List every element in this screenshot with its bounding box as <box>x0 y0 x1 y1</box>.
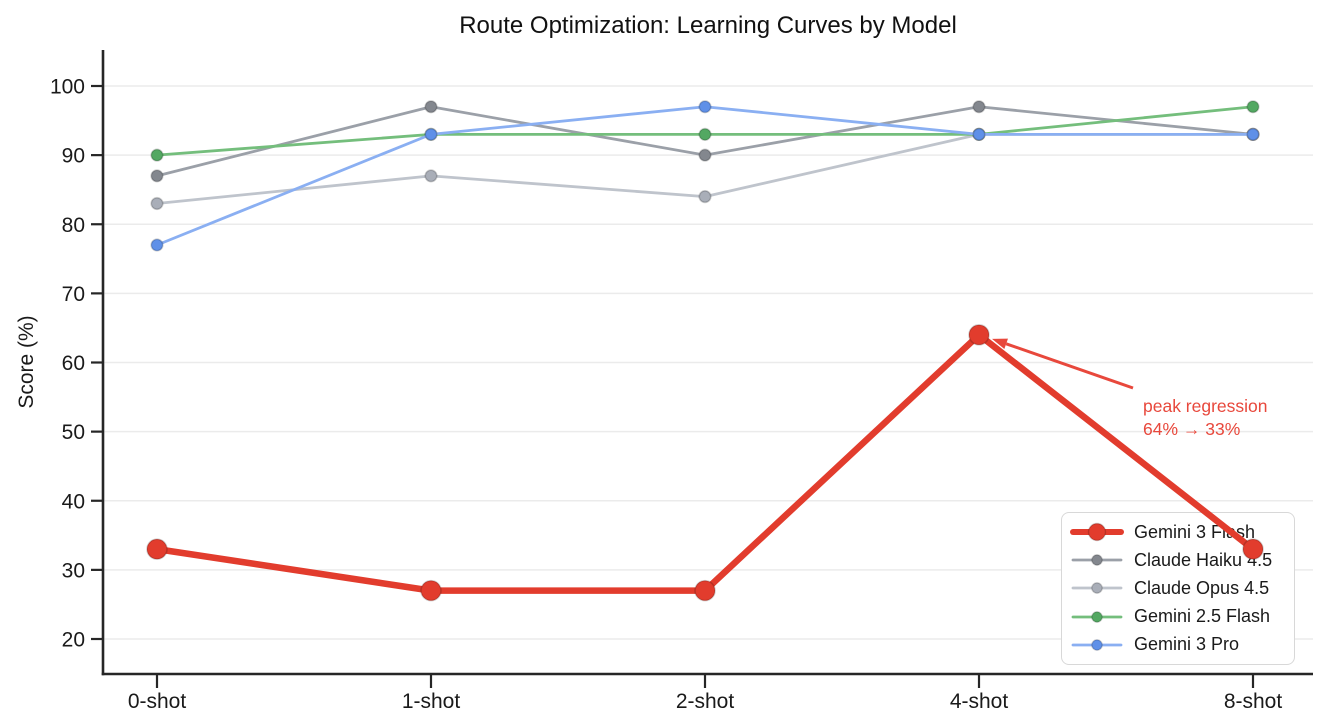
y-tick-label: 20 <box>62 629 85 652</box>
data-point-claude-haiku-4-5 <box>424 100 438 114</box>
y-tick-label: 60 <box>62 352 85 375</box>
legend-sample-claude-haiku-4-5 <box>1071 554 1123 567</box>
legend-marker-sample <box>1091 554 1103 567</box>
y-tick-label: 80 <box>62 214 85 237</box>
x-tick-label: 1-shot <box>402 690 461 713</box>
annotation-line1: peak regression <box>1143 396 1268 416</box>
data-point-gemini-2-5-flash <box>424 127 438 141</box>
data-point-gemini-2-5-flash <box>150 148 164 162</box>
data-point-claude-opus-4-5 <box>1246 127 1260 141</box>
legend-label: Gemini 3 Flash <box>1134 521 1256 542</box>
legend-item-claude-opus-4-5: Claude Opus 4.5 <box>1070 577 1286 599</box>
x-tick-label: 8-shot <box>1224 690 1283 713</box>
x-tick-label: 4-shot <box>950 690 1009 713</box>
data-point-gemini-3-flash <box>146 538 168 560</box>
chart-title: Route Optimization: Learning Curves by M… <box>459 12 957 39</box>
legend-item-gemini-2-5-flash: Gemini 2.5 Flash <box>1070 606 1286 628</box>
x-tick-label: 0-shot <box>128 690 187 713</box>
data-point-claude-haiku-4-5 <box>972 100 986 114</box>
series-line-claude-haiku-4-5 <box>155 105 1255 178</box>
data-point-gemini-2-5-flash <box>698 127 712 141</box>
data-point-claude-opus-4-5 <box>972 127 986 141</box>
y-tick-label: 70 <box>62 283 85 306</box>
legend-sample-gemini-3-flash <box>1070 522 1124 542</box>
annotation-arrowhead <box>992 338 1008 349</box>
data-point-gemini-3-flash <box>968 324 990 346</box>
y-tick-label: 50 <box>62 421 85 444</box>
data-point-gemini-3-pro <box>424 127 438 141</box>
annotation-arrow-shaft <box>1005 342 1134 390</box>
legend-item-gemini-3-pro: Gemini 3 Pro <box>1070 634 1286 656</box>
data-point-claude-haiku-4-5 <box>1246 127 1260 141</box>
legend-item-claude-haiku-4-5: Claude Haiku 4.5 <box>1070 549 1286 571</box>
data-point-gemini-3-pro <box>150 238 164 252</box>
series-line-gemini-3-pro <box>155 105 1255 247</box>
data-point-claude-opus-4-5 <box>424 169 438 183</box>
legend-marker-sample <box>1091 638 1103 651</box>
data-point-gemini-3-pro <box>972 127 986 141</box>
legend-item-gemini-3-flash: Gemini 3 Flash <box>1070 521 1286 543</box>
y-tick-label: 100 <box>50 76 85 99</box>
annotation: peak regression 64% → 33% <box>1143 395 1268 441</box>
legend-sample-claude-opus-4-5 <box>1071 582 1123 595</box>
legend-label: Claude Haiku 4.5 <box>1134 549 1273 570</box>
data-point-claude-haiku-4-5 <box>150 169 164 183</box>
data-point-gemini-2-5-flash <box>972 127 986 141</box>
data-point-gemini-2-5-flash <box>1246 100 1260 114</box>
x-tick-label: 2-shot <box>676 690 735 713</box>
data-point-claude-haiku-4-5 <box>698 148 712 162</box>
y-tick-label: 90 <box>62 145 85 168</box>
y-tick-label: 30 <box>62 559 85 582</box>
legend-label: Claude Opus 4.5 <box>1134 577 1270 598</box>
series-line-claude-opus-4-5 <box>155 132 1255 205</box>
data-point-claude-opus-4-5 <box>698 190 712 204</box>
series-line-gemini-2-5-flash <box>155 105 1255 157</box>
legend-sample-gemini-3-pro <box>1071 638 1123 651</box>
legend-marker-sample <box>1091 610 1103 623</box>
y-tick-label: 40 <box>62 490 85 513</box>
legend-marker-sample <box>1087 522 1107 542</box>
legend-marker-sample <box>1091 582 1103 595</box>
legend-sample-gemini-2-5-flash <box>1071 610 1123 623</box>
legend: Gemini 3 Flash Claude Haiku 4.5 Claude Opu… <box>1061 512 1295 665</box>
data-point-gemini-3-pro <box>698 100 712 114</box>
data-point-claude-opus-4-5 <box>150 196 164 211</box>
annotation-line2: 64% → 33% <box>1143 419 1241 439</box>
legend-label: Gemini 3 Pro <box>1134 634 1240 655</box>
legend-label: Gemini 2.5 Flash <box>1134 606 1271 627</box>
data-point-gemini-3-flash <box>694 579 716 602</box>
data-point-gemini-3-pro <box>1246 127 1260 141</box>
data-point-gemini-3-flash <box>420 579 442 602</box>
y-axis-label: Score (%) <box>15 315 38 409</box>
